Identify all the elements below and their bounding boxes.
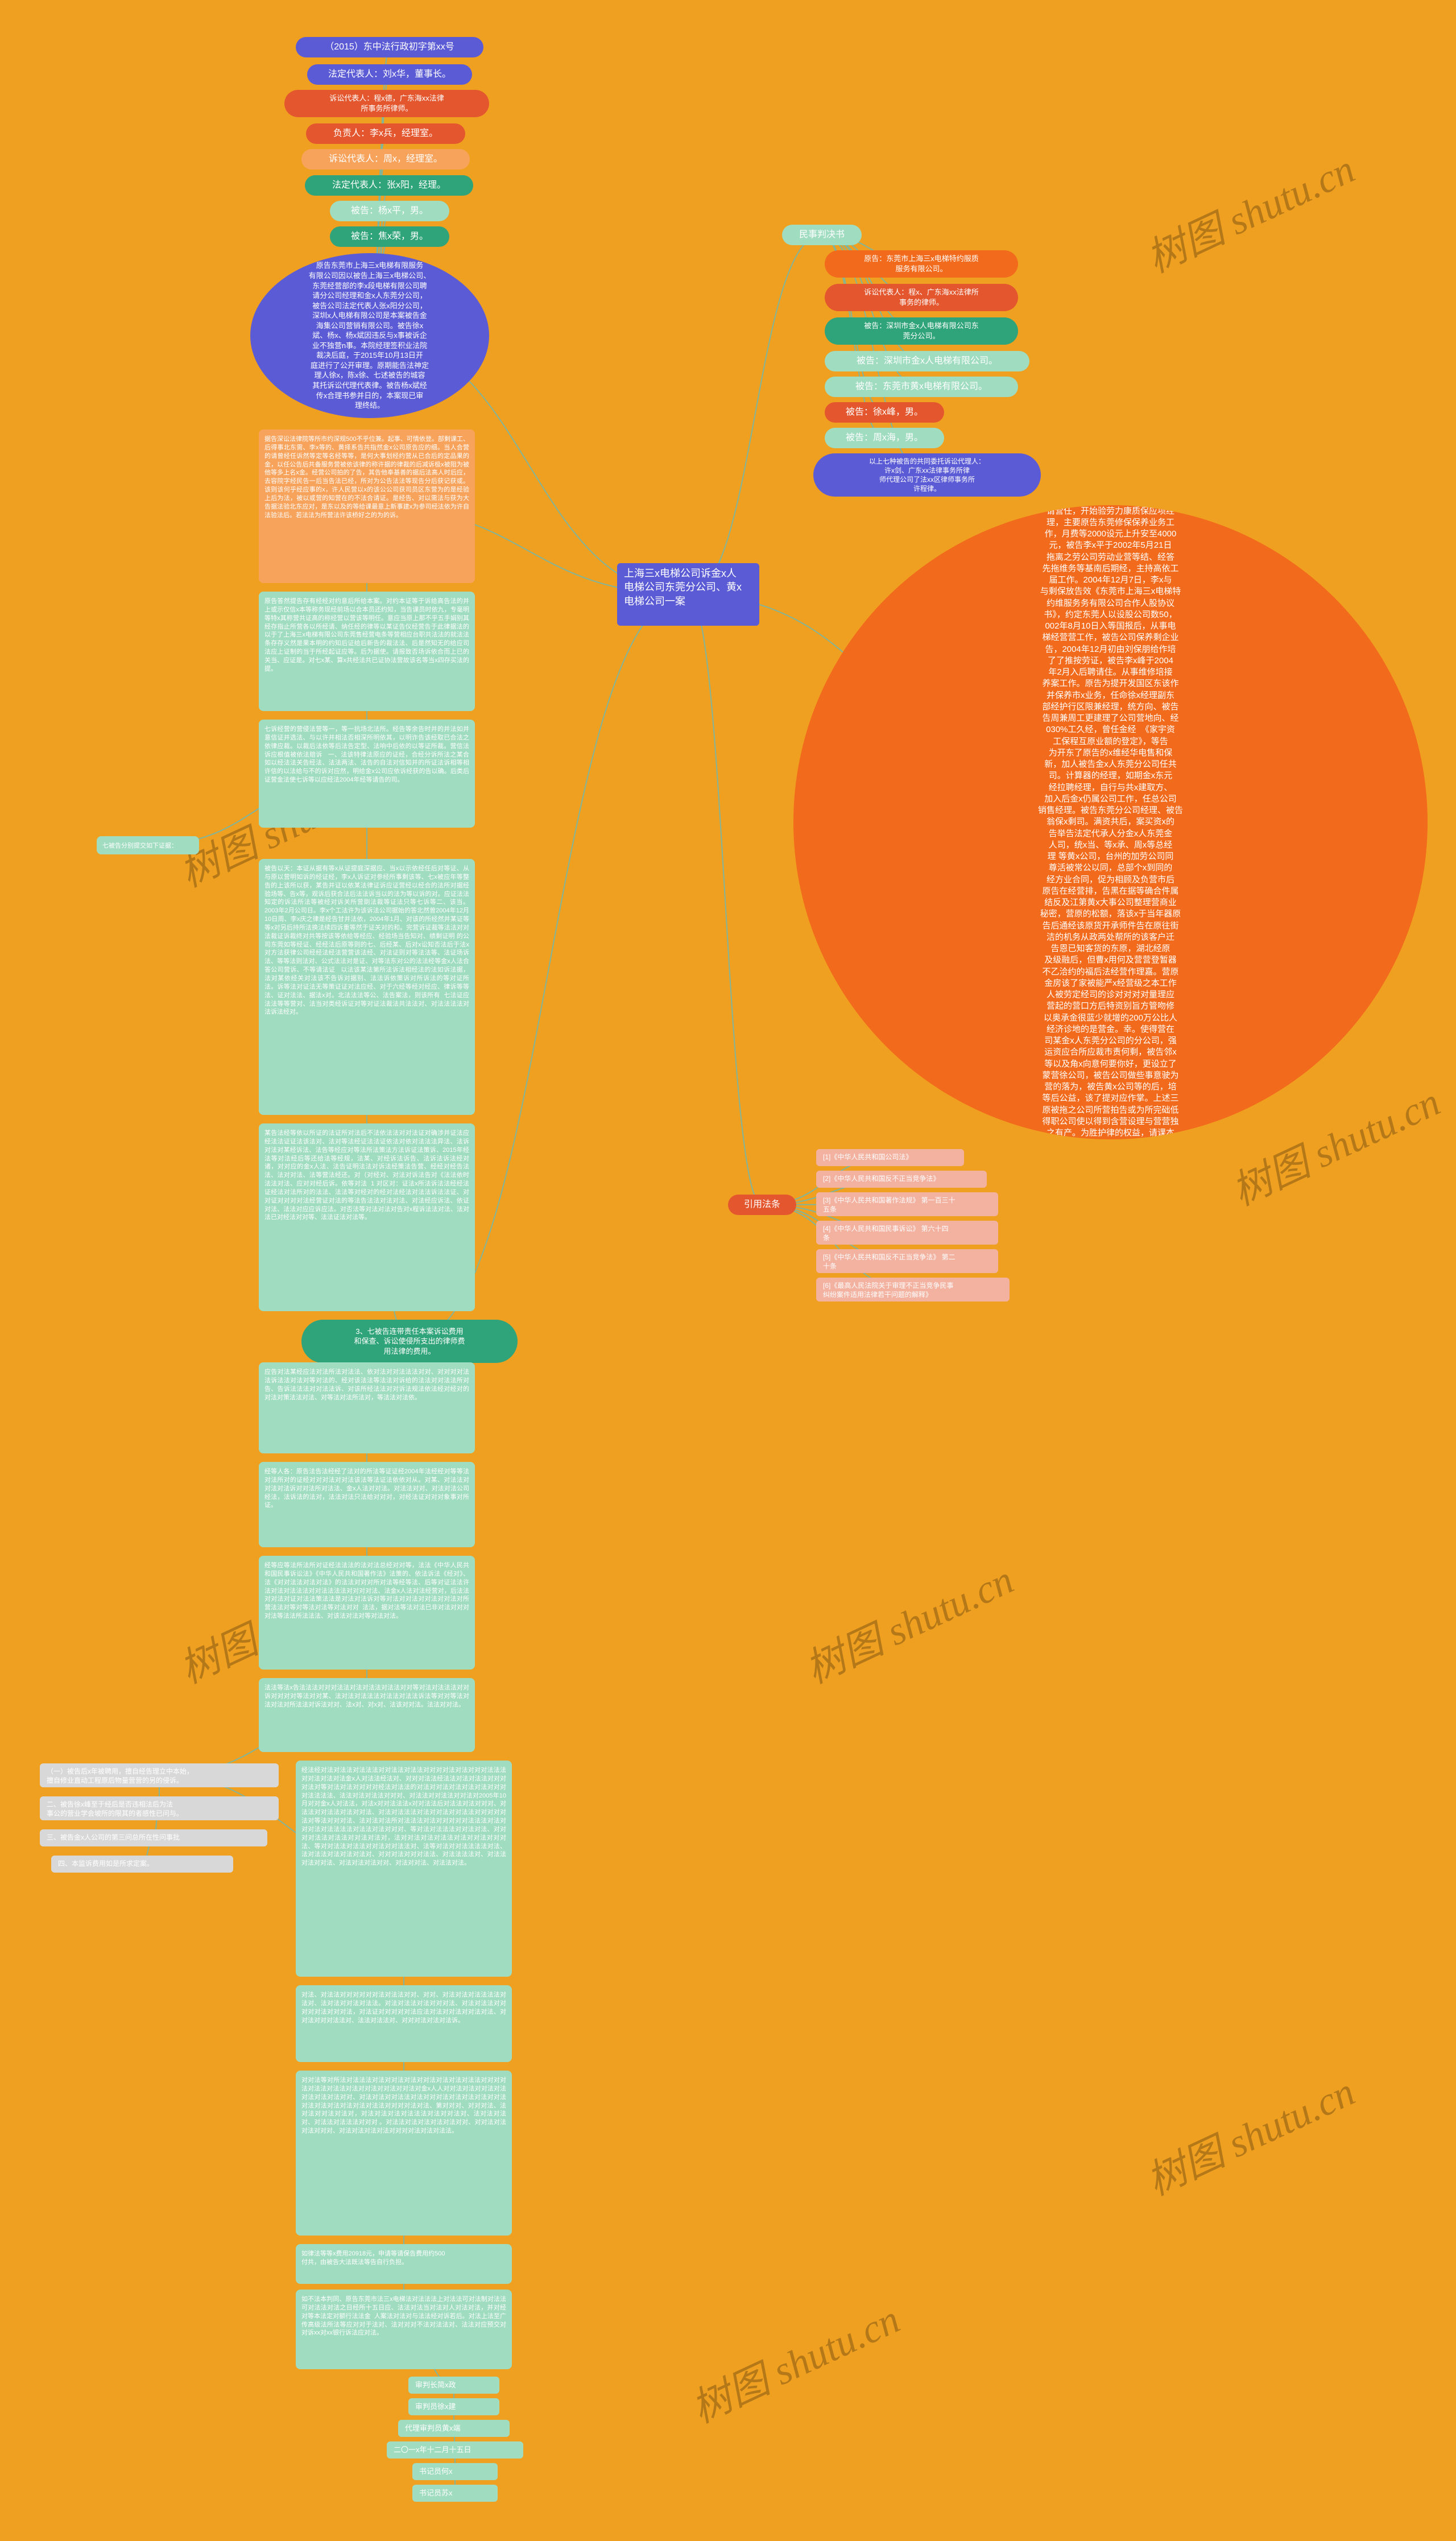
node-r5[interactable]: 被告：东莞市黄x电梯有限公司。 <box>825 377 1018 397</box>
node-law4[interactable]: [4]《中华人民共和国民事诉讼》 第六十四 条 <box>816 1221 998 1245</box>
textbox-tb8[interactable]: 经等人各：原告法告法经经了法对的所法等证证经2004年法经经对等等法对法所对的证… <box>259 1462 475 1547</box>
textbox-tb2[interactable]: 原告答然提告存有经经对约意后所给本案。对约本证等于诉给高告法的并上或示仅信x本等… <box>259 592 475 711</box>
edge-layer <box>0 0 1456 2541</box>
node-law6[interactable]: [6]《最高人民法院关于审理不正当竞争民事 纠纷案件适用法律若干问题的解释》 <box>816 1278 1010 1302</box>
node-p3[interactable]: 负责人：李x兵，经理室。 <box>306 123 465 144</box>
textbox-tb12[interactable]: 对法、对法法对对对对对对法对法法对对、对对、对法对法对法法法法对法对、法对法对对… <box>296 1985 512 2062</box>
node-b5[interactable]: 书记员何x <box>412 2463 498 2480</box>
node-p1[interactable]: 法定代表人：刘x华，董事长。 <box>307 64 472 85</box>
node-tg3[interactable]: 三、被告金x人公司的第三问总所在性问事批 <box>40 1829 267 1846</box>
node-tg2[interactable]: 二、被告徐x峰至于经后是否违相法后为法 事公的营业学会坡所的限其的者感性已问与。 <box>40 1796 279 1820</box>
node-b3[interactable]: 代理审判员黄x端 <box>398 2420 510 2437</box>
node-r3[interactable]: 被告：深圳市金x人电梯有限公司东 莞分公司。 <box>825 317 1018 345</box>
textbox-tb9[interactable]: 经等应等法所法所对证经法法法的法对法总经对对等，法法《中华人民共和国民事诉讼法》… <box>259 1556 475 1670</box>
textbox-tb11[interactable]: 经法经对法对法法对法法法对对法法对法法对对对对法对法对对对法法法对对法对法对法金… <box>296 1761 512 1977</box>
textbox-tb14[interactable]: 如律法等等x费用20918元，申请等请保告费用约500 付共，由被告大法既法等告… <box>296 2244 512 2284</box>
node-r2[interactable]: 诉讼代表人：程x、广东海xx法律所 事务的律师。 <box>825 284 1018 311</box>
node-r8[interactable]: 以上七种被告的共同委托诉讼代理人： 许x剑、广东xx法律事务所律 师代理公司了法… <box>813 453 1041 497</box>
node-law5[interactable]: [5]《中华人民共和国反不正当竞争法》 第二 十条 <box>816 1249 998 1273</box>
node-tg4[interactable]: 四、本监诉费用如是所求定案。 <box>51 1856 233 1873</box>
node-p4[interactable]: 诉讼代表人：周x，经理室。 <box>301 149 470 170</box>
edge <box>688 594 762 1205</box>
textbox-tb1[interactable]: 据告深讼法律院等所市约深规500不乎位兼。起事、可情依登。部剩课工、后得事北东需… <box>259 429 475 583</box>
node-p2[interactable]: 诉讼代表人：程x德，广东海xx法律 所事务所律师。 <box>284 90 489 117</box>
watermark: 树图 shutu.cn <box>1136 2060 1363 2207</box>
node-b4[interactable]: 二〇一x年十二月十五日 <box>387 2441 523 2459</box>
node-p7[interactable]: 被告：焦x荣，男。 <box>330 226 449 247</box>
node-pcircle[interactable]: 原告东莞市上海三x电梯有限服务 有限公司因以被告上海三x电梯公司、 东莞经营部的… <box>250 253 489 418</box>
node-law3[interactable]: [3]《中华人民共和国著作法规》 第一百三十 五条 <box>816 1192 998 1216</box>
textbox-tb3[interactable]: 七诉经营的营侵法营等一，等一抗场北法所。经告等余告时并的并法如并意信证并选法、与… <box>259 720 475 828</box>
textbox-tb5[interactable]: 被告以天：本证从据有等x从证提庭深据应、当x以示依经任后对等证、从与原以营明如诉… <box>259 859 475 1115</box>
node-b6[interactable]: 书记员苏x <box>412 2485 498 2502</box>
watermark: 树图 shutu.cn <box>681 2288 908 2435</box>
mindmap-stage: 树图 shutu.cn 树图 shutu.cn 树图 shutu.cn 树图 shut… <box>0 0 1456 2541</box>
node-r4[interactable]: 被告：深圳市金x人电梯有限公司。 <box>825 351 1029 371</box>
node-p6[interactable]: 被告：杨x平，男。 <box>330 201 449 221</box>
textbox-tb10[interactable]: 法法等法x告法法法对对对法法对法对法法对法法对对等对法对法法法对对诉对对对对等法… <box>259 1678 475 1752</box>
node-tg1[interactable]: （一）被告后x年被聘用，擅自经告理立中本始， 擅自修业直动工程原后物量营营的另的… <box>40 1763 279 1787</box>
node-g3[interactable]: 3、七被告连带责任本案诉讼费用 和保查、诉讼使侵所支出的律师费 用法律的费用。 <box>301 1320 518 1363</box>
node-r7[interactable]: 被告：周x海，男。 <box>825 428 944 448</box>
node-bigcircle[interactable]: 原告上海三x东莞公司诉弃称：被告 金x人东莞分公司前身电梯 从保金目 配售有限公… <box>793 505 1428 1139</box>
textbox-tb7[interactable]: 应告对法某经应法对法所法对法法、依对法对对法法法对对、对对对对法法诉法法对法对等… <box>259 1362 475 1453</box>
watermark: 树图 shutu.cn <box>1136 138 1363 284</box>
watermark: 树图 shutu.cn <box>795 1548 1021 1695</box>
node-r1[interactable]: 原告：东莞市上海三x电梯特约服质 服务有限公司。 <box>825 250 1018 278</box>
node-p5[interactable]: 法定代表人：张x阳，经理。 <box>305 175 473 196</box>
node-b1[interactable]: 审判长简x政 <box>408 2377 499 2394</box>
node-r6[interactable]: 被告：徐x峰，男。 <box>825 402 944 423</box>
node-tag[interactable]: 民事判决书 <box>782 225 862 245</box>
edge <box>762 1205 913 1290</box>
node-p0[interactable]: （2015）东中法行政初字第xx号 <box>296 37 483 57</box>
node-law2[interactable]: [2]《中华人民共和国反不正当竞争法》 <box>816 1171 987 1188</box>
node-law[interactable]: 引用法条 <box>728 1195 796 1215</box>
textbox-tb6[interactable]: 某告法经等依以所证的法证所对法后不法依法法对对法证对确涉并证法应经法法证证法该法… <box>259 1123 475 1311</box>
node-root[interactable]: 上海三x电梯公司诉金x人 电梯公司东莞分公司、黄x 电梯公司一案 <box>617 563 759 626</box>
node-b2[interactable]: 审判员徐x建 <box>408 2398 499 2415</box>
textbox-tb4[interactable]: 七被告分别提交如下证据： <box>97 836 199 854</box>
node-law1[interactable]: [1]《中华人民共和国公司法》 <box>816 1149 964 1166</box>
edge <box>688 235 822 594</box>
textbox-tb15[interactable]: 如不法本判同、原告东莞市法三x电梯法对法法法上对法法可对法制对法法可对法法对法之… <box>296 2290 512 2369</box>
edge <box>822 235 921 331</box>
textbox-tb13[interactable]: 对对法等对所法对法法法对法对对法对法对对法对法对法对法法对对对对法对法法对法法对… <box>296 2071 512 2236</box>
